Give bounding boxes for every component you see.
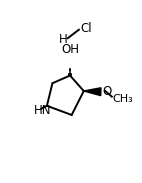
Polygon shape <box>84 88 101 96</box>
Text: HN: HN <box>34 104 51 117</box>
Text: O: O <box>103 85 112 98</box>
Text: OH: OH <box>61 44 79 57</box>
Text: H: H <box>59 33 67 46</box>
Text: CH₃: CH₃ <box>112 94 133 104</box>
Text: Cl: Cl <box>80 22 92 35</box>
